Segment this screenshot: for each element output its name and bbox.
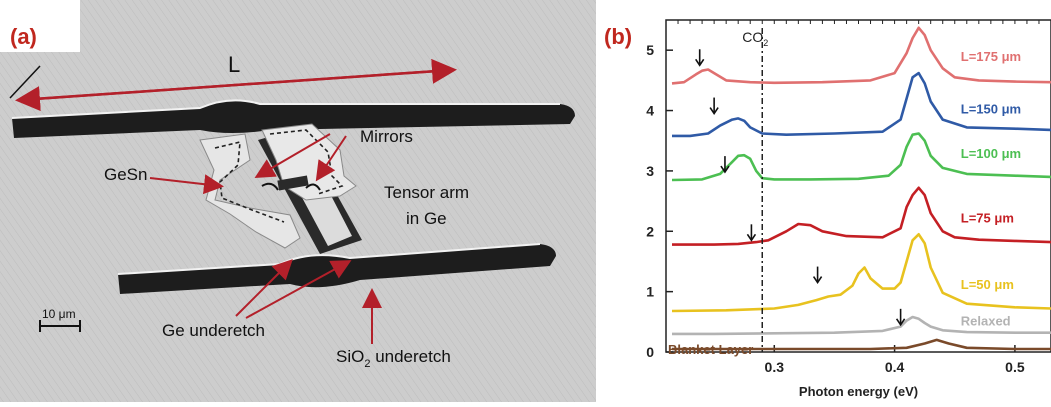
length-tick [9,65,41,99]
upper-trench-edge [11,99,560,119]
center-gap [277,175,309,191]
arrow-head-l-75-m [746,233,757,242]
arrow-head-l-50-m [812,276,823,285]
length-label: L [228,52,240,77]
sem-micrograph: L Mirrors GeSn Tensor arm in Ge 10 μm Ge… [0,0,596,402]
photoluminescence-chart: 0.3 0.4 0.5 0 1 2 3 4 5 L=175 μm L=150 μm L=100 μm… [646,19,1051,399]
arrow-head-l-175-m [695,58,705,67]
mirror-arrow-1 [254,133,331,179]
mirror-notch-right [305,183,321,191]
sem-image-panel: L Mirrors GeSn Tensor arm in Ge 10 μm Ge… [0,0,596,402]
mirror-arrow-2 [315,135,347,182]
chart-series-layer: L=175 μm L=150 μm L=100 μm L=75 μm L=50 μm Re… [668,26,1051,357]
series-line-l-50-m [671,233,1051,313]
x-tick-label: 0.5 [1005,359,1025,375]
upper-trench [12,100,575,138]
ge-underetch-arrow-1 [235,259,293,317]
x-axis-label: Photon energy (eV) [799,384,918,399]
y-tick-label: 4 [646,103,654,119]
length-arrow-back [15,68,453,112]
arrow-head-l-100-m [720,165,730,174]
sio2-underetch-label: SiO2 underetch [336,347,451,370]
series-label-relaxed: Relaxed [961,314,1011,329]
series-label-l-150-m: L=150 μm [961,102,1021,117]
series-line-relaxed [672,315,1051,336]
ge-underetch-label: Ge underetch [162,321,265,340]
mirror-notch-left [261,182,279,191]
label-background [0,0,80,52]
tensor-arm-label-line2: in Ge [406,209,447,228]
arrow-head-l-150-m [709,107,719,116]
y-tick-label: 3 [646,163,654,179]
tensor-arm-label-line1: Tensor arm [384,183,469,202]
plot-frame [665,19,1051,353]
gesn-arrow [149,174,224,195]
series-label-l-100-m: L=100 μm [961,146,1021,161]
panel-a-label: (a) [10,24,37,49]
series-line-l-150-m [672,71,1051,138]
series-label-l-50-m: L=50 μm [961,277,1014,292]
series-label-l-75-m: L=75 μm [961,210,1014,225]
gesn-label: GeSn [104,165,147,184]
series-line-blanket-layer [672,338,1051,351]
chart-axes: 0.3 0.4 0.5 0 1 2 3 4 5 [646,19,1051,375]
y-tick-label: 5 [646,42,654,58]
arrow-head-relaxed [895,318,906,327]
x-tick-label: 0.3 [765,359,785,375]
panel-b-label: (b) [604,24,633,49]
scale-bar-label: 10 μm [42,307,76,321]
series-label-blanket-layer: Blanket Layer [668,342,753,357]
y-tick-label: 0 [646,344,654,360]
series-line-l-100-m [671,132,1051,182]
ge-underetch-arrow-2 [245,260,352,319]
y-tick-label: 2 [646,223,654,239]
mirrors-label: Mirrors [360,127,413,146]
co2-label: CO2 [742,29,768,48]
series-label-l-175-m: L=175 μm [961,49,1021,64]
y-tick-label: 1 [646,284,654,300]
spectra-panel: (b) 0.3 0.4 0.5 0 1 2 3 4 5 L=175 μm L=150 μm L=10… [596,0,1051,402]
gesn-membrane-left [199,133,301,249]
x-tick-label: 0.4 [885,359,905,375]
series-line-l-175-m [671,26,1051,85]
